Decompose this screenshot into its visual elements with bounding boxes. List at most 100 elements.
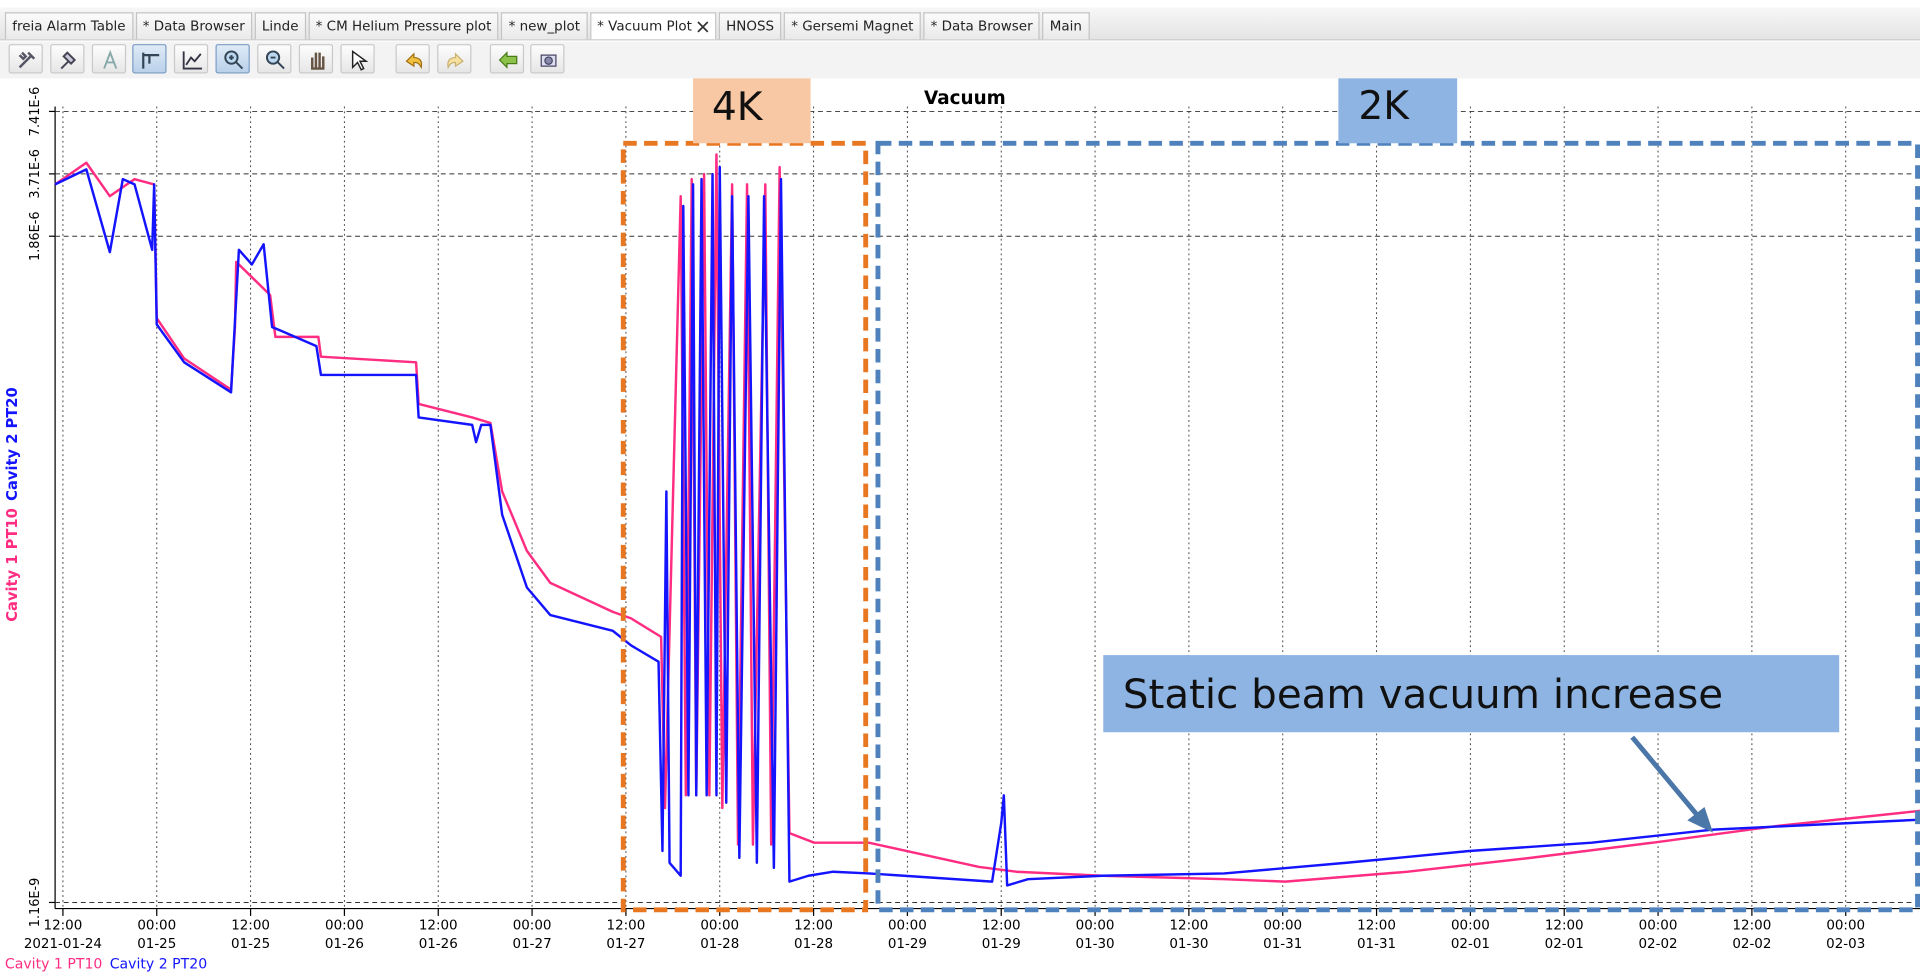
series-line bbox=[54, 165, 1920, 887]
x-tick-date: 01-26 bbox=[325, 937, 364, 952]
x-tick-date: 02-02 bbox=[1639, 937, 1678, 952]
x-tick-date: 01-29 bbox=[982, 937, 1021, 952]
x-tick-date: 01-31 bbox=[1263, 937, 1302, 952]
x-tick-date: 01-28 bbox=[700, 937, 739, 952]
4k-region bbox=[620, 140, 869, 913]
y-label-series-2: Cavity 2 PT20 bbox=[4, 387, 21, 501]
chart-title: Vacuum bbox=[924, 88, 1006, 109]
x-tick-date: 01-29 bbox=[888, 937, 927, 952]
x-tick-date: 02-02 bbox=[1732, 937, 1771, 952]
x-tick-date: 01-25 bbox=[231, 937, 270, 952]
tab-label[interactable]: Main bbox=[1049, 18, 1082, 35]
tab-label[interactable]: * Vacuum Plot bbox=[597, 18, 692, 35]
x-tick-label: 00:00 bbox=[700, 918, 739, 933]
tab-label[interactable]: * CM Helium Pressure plot bbox=[315, 18, 492, 35]
tab[interactable]: Linde bbox=[254, 12, 306, 40]
pan-button[interactable] bbox=[298, 44, 334, 74]
x-tick-label: 12:00 bbox=[1170, 918, 1209, 933]
x-tick-label: 12:00 bbox=[231, 918, 270, 933]
note-box bbox=[1103, 655, 1840, 733]
axis-button[interactable] bbox=[91, 44, 127, 74]
scale-button[interactable] bbox=[173, 44, 209, 74]
tab[interactable]: * new_plot bbox=[501, 12, 588, 40]
zoom-out-button[interactable] bbox=[257, 44, 292, 74]
4k-label-box bbox=[693, 66, 811, 144]
annotations: 4K 2K Static beam vacuum increase bbox=[620, 64, 1920, 913]
add-axis-button[interactable] bbox=[50, 44, 85, 74]
x-tick-label: 00:00 bbox=[1826, 918, 1865, 933]
4k-label: 4K bbox=[712, 85, 764, 130]
x-tick-date: 01-30 bbox=[1169, 937, 1208, 952]
series-lines bbox=[54, 153, 1920, 887]
x-tick-label: 12:00 bbox=[1357, 918, 1396, 933]
x-tick-date: 01-26 bbox=[419, 937, 458, 952]
tab[interactable]: * Data Browser bbox=[135, 12, 253, 40]
y-tick-label: 1.86E-6 bbox=[28, 211, 43, 261]
2k-label: 2K bbox=[1358, 84, 1410, 129]
back-button[interactable] bbox=[489, 44, 525, 74]
x-tick-label: 12:00 bbox=[1732, 918, 1771, 933]
tab-label[interactable]: Linde bbox=[261, 18, 299, 35]
tab[interactable]: Main bbox=[1042, 12, 1090, 40]
x-tick-label: 12:00 bbox=[419, 918, 458, 933]
tab[interactable]: freia Alarm Table bbox=[4, 12, 133, 40]
x-tick-date: 01-30 bbox=[1076, 937, 1115, 952]
zoom-in-button[interactable] bbox=[215, 44, 250, 74]
x-tick-label: 00:00 bbox=[513, 918, 552, 933]
x-tick-label: 00:00 bbox=[888, 918, 927, 933]
toolbar bbox=[0, 41, 1920, 79]
tab-label[interactable]: * Gersemi Magnet bbox=[791, 18, 914, 35]
x-tick-label: 12:00 bbox=[607, 918, 646, 933]
x-tick-date: 01-25 bbox=[137, 937, 176, 952]
x-tick-label: 00:00 bbox=[1076, 918, 1115, 933]
note-arrow bbox=[1630, 735, 1702, 820]
config-button[interactable] bbox=[8, 44, 43, 74]
series-line bbox=[54, 153, 1920, 883]
tab-label[interactable]: * Data Browser bbox=[930, 18, 1033, 35]
tab[interactable]: * Data Browser bbox=[923, 12, 1040, 40]
x-tick-date: 2021-01-24 bbox=[24, 937, 102, 952]
tab-label[interactable]: freia Alarm Table bbox=[12, 18, 126, 35]
note-text: Static beam vacuum increase bbox=[1123, 670, 1723, 718]
x-tick-label: 12:00 bbox=[44, 918, 83, 933]
x-tick-label: 00:00 bbox=[1451, 918, 1490, 933]
undo-button[interactable] bbox=[395, 44, 430, 74]
x-tick-label: 12:00 bbox=[794, 918, 833, 933]
y-label-series-1: Cavity 1 PT10 bbox=[4, 508, 21, 622]
x-tick-label: 00:00 bbox=[1263, 918, 1302, 933]
snapshot-button[interactable] bbox=[530, 44, 565, 74]
x-tick-date: 02-03 bbox=[1826, 937, 1865, 952]
x-tick-label: 12:00 bbox=[982, 918, 1021, 933]
note-arrowhead bbox=[1687, 806, 1714, 833]
tab[interactable]: * CM Helium Pressure plot bbox=[308, 12, 499, 40]
x-tick-date: 02-01 bbox=[1545, 937, 1584, 952]
x-tick-label: 00:00 bbox=[137, 918, 176, 933]
tab-label[interactable]: HNOSS bbox=[726, 18, 775, 35]
x-tick-date: 01-27 bbox=[513, 937, 552, 952]
y-tick-label: 1.16E-9 bbox=[28, 878, 43, 928]
plot-area bbox=[55, 106, 1920, 909]
y-tick-label: 7.41E-6 bbox=[28, 87, 43, 137]
x-tick-date: 02-01 bbox=[1451, 937, 1490, 952]
x-tick-date: 01-28 bbox=[794, 937, 833, 952]
x-tick-label: 12:00 bbox=[1545, 918, 1584, 933]
redo-button[interactable] bbox=[437, 44, 472, 74]
x-tick-date: 01-27 bbox=[606, 937, 645, 952]
y-axis-label: Cavity 1 PT10 Cavity 2 PT20 bbox=[4, 387, 21, 622]
tab-bar: freia Alarm Table * Data Browser Linde * CM… bbox=[0, 7, 1920, 41]
x-tick-label: 00:00 bbox=[325, 918, 364, 933]
legend-entry: Cavity 1 PT10 bbox=[5, 957, 103, 973]
pointer-button[interactable] bbox=[340, 44, 375, 74]
y-tick-label: 3.71E-6 bbox=[28, 149, 43, 199]
tab[interactable]: HNOSS bbox=[718, 12, 782, 40]
tab-label[interactable]: * new_plot bbox=[508, 18, 581, 35]
tab[interactable]: * Gersemi Magnet bbox=[783, 12, 921, 40]
tab-label[interactable]: * Data Browser bbox=[142, 18, 245, 35]
cursor-button[interactable] bbox=[132, 44, 167, 74]
x-tick-date: 01-31 bbox=[1357, 937, 1396, 952]
tab[interactable]: * Vacuum Plot bbox=[589, 12, 717, 40]
tab-close[interactable] bbox=[697, 20, 709, 32]
legend: Cavity 1 PT10 Cavity 2 PT20 bbox=[5, 957, 207, 973]
2k-region bbox=[875, 140, 1920, 913]
